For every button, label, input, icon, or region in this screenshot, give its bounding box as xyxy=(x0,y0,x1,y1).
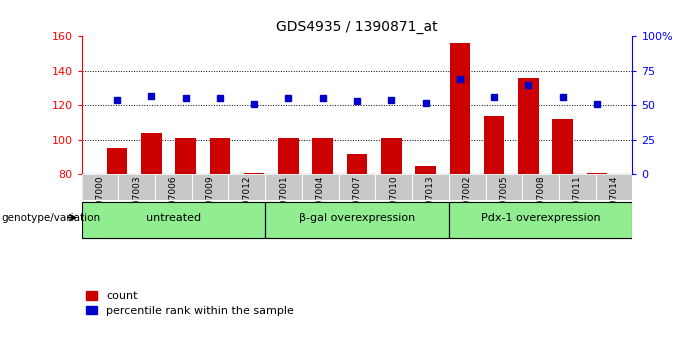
Bar xyxy=(518,78,539,174)
Bar xyxy=(82,174,118,200)
Text: GSM1207013: GSM1207013 xyxy=(426,175,435,236)
Bar xyxy=(107,148,127,174)
Bar xyxy=(302,174,339,200)
Bar xyxy=(596,174,632,200)
Bar xyxy=(559,174,596,200)
Text: GSM1207014: GSM1207014 xyxy=(609,175,619,236)
Bar xyxy=(192,174,228,200)
Text: GSM1207002: GSM1207002 xyxy=(462,175,472,236)
Bar xyxy=(228,174,265,200)
Text: GSM1207007: GSM1207007 xyxy=(352,175,362,236)
Bar xyxy=(339,174,375,200)
Text: GSM1207005: GSM1207005 xyxy=(499,175,509,236)
Bar xyxy=(381,138,402,174)
Bar xyxy=(375,174,412,200)
Bar xyxy=(118,174,155,200)
Bar xyxy=(559,174,596,200)
Legend: count, percentile rank within the sample: count, percentile rank within the sample xyxy=(82,287,299,320)
Bar xyxy=(175,138,196,174)
Title: GDS4935 / 1390871_at: GDS4935 / 1390871_at xyxy=(276,20,438,34)
Bar xyxy=(484,115,505,174)
Bar xyxy=(522,174,559,200)
Bar xyxy=(449,202,632,237)
Bar xyxy=(312,138,333,174)
Bar xyxy=(375,174,412,200)
Bar xyxy=(209,138,230,174)
Bar xyxy=(141,133,162,174)
Bar xyxy=(587,172,607,174)
Bar xyxy=(228,174,265,200)
Bar xyxy=(192,174,228,200)
Text: GSM1207006: GSM1207006 xyxy=(169,175,178,236)
Text: untreated: untreated xyxy=(146,213,201,223)
Bar xyxy=(265,202,449,237)
Text: GSM1207012: GSM1207012 xyxy=(242,175,252,236)
Bar xyxy=(415,166,436,174)
Bar xyxy=(552,119,573,174)
Bar xyxy=(82,202,265,237)
Bar xyxy=(265,202,449,237)
Bar xyxy=(449,202,632,237)
Bar xyxy=(449,174,486,200)
Bar xyxy=(412,174,449,200)
Bar xyxy=(278,138,299,174)
Bar xyxy=(412,174,449,200)
Text: GSM1207011: GSM1207011 xyxy=(573,175,582,236)
Bar xyxy=(82,202,265,237)
Text: GSM1207003: GSM1207003 xyxy=(132,175,141,236)
Bar xyxy=(155,174,192,200)
Bar xyxy=(347,154,367,174)
Bar xyxy=(265,174,302,200)
Bar xyxy=(486,174,522,200)
Bar xyxy=(449,174,486,200)
Bar xyxy=(265,174,302,200)
Text: GSM1207008: GSM1207008 xyxy=(536,175,545,236)
Bar xyxy=(244,172,265,174)
Text: GSM1207000: GSM1207000 xyxy=(95,175,105,236)
Text: GSM1207009: GSM1207009 xyxy=(205,175,215,236)
Bar xyxy=(449,43,470,174)
Text: GSM1207001: GSM1207001 xyxy=(279,175,288,236)
Text: β-gal overexpression: β-gal overexpression xyxy=(299,213,415,223)
Text: GSM1207010: GSM1207010 xyxy=(389,175,398,236)
Bar xyxy=(118,174,155,200)
Bar xyxy=(596,174,632,200)
Bar xyxy=(82,174,118,200)
Text: Pdx-1 overexpression: Pdx-1 overexpression xyxy=(481,213,600,223)
Text: GSM1207004: GSM1207004 xyxy=(316,175,325,236)
Bar xyxy=(486,174,522,200)
Text: genotype/variation: genotype/variation xyxy=(1,213,101,223)
Bar xyxy=(155,174,192,200)
Bar xyxy=(522,174,559,200)
Bar xyxy=(302,174,339,200)
Bar xyxy=(339,174,375,200)
